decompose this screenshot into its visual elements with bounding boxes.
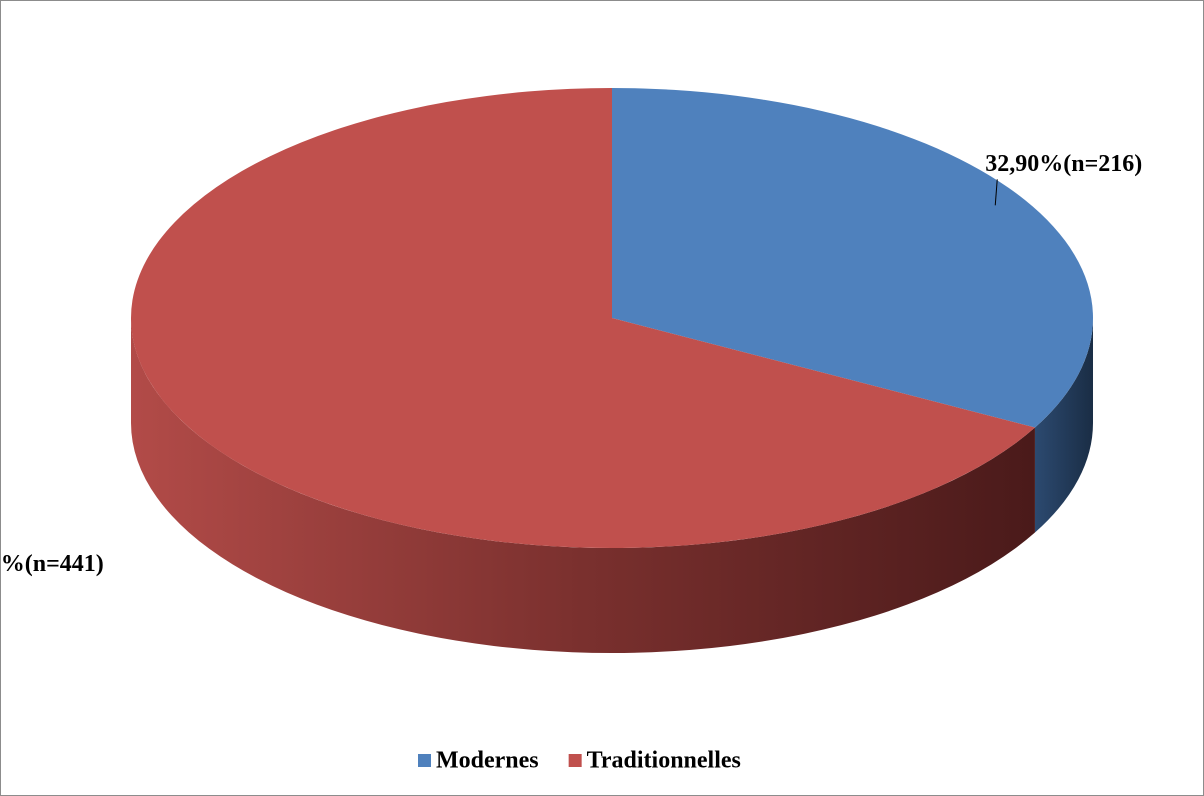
pie-slice [612,87,1093,428]
data-label: 67,10%(n=441) [0,551,104,577]
leader-line [994,179,998,206]
legend-swatch [418,754,431,767]
data-label: 32,90%(n=216) [985,151,1142,177]
legend-label: Modernes [436,748,539,774]
pie-slice [131,88,1035,548]
pie-side [1034,318,1093,533]
legend-label: Traditionnelles [587,748,741,774]
legend-swatch [568,754,582,767]
pie-side [131,318,1035,654]
